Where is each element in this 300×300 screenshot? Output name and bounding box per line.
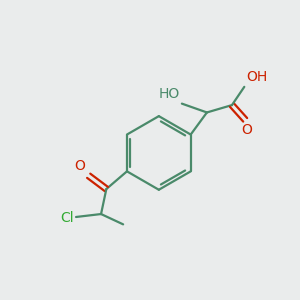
- Text: O: O: [74, 159, 85, 173]
- Text: OH: OH: [247, 70, 268, 84]
- Text: HO: HO: [158, 87, 179, 101]
- Text: Cl: Cl: [60, 212, 74, 226]
- Text: O: O: [241, 123, 252, 137]
